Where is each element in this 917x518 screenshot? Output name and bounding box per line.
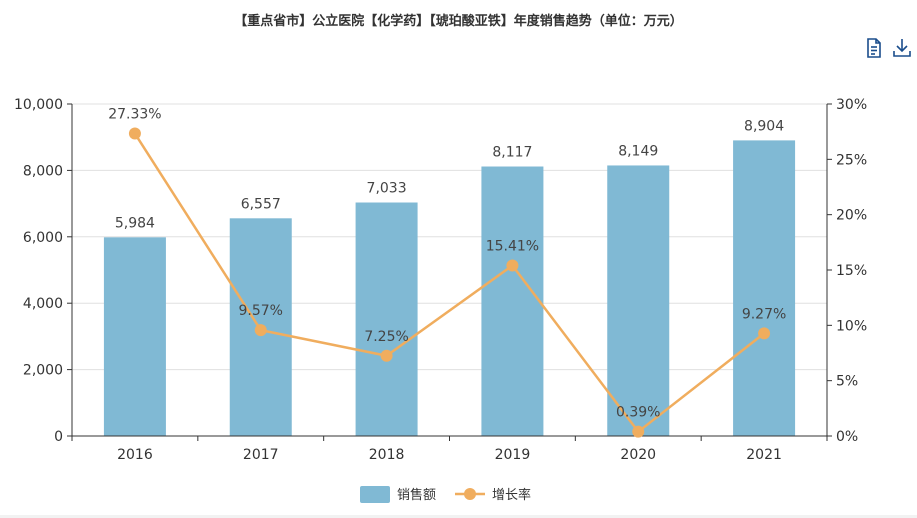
footer-divider bbox=[0, 515, 917, 518]
chart-title: 【重点省市】公立医院【化学药】【琥珀酸亚铁】年度销售趋势（单位：万元） bbox=[234, 14, 683, 29]
y-right-tick-label: 0% bbox=[836, 429, 858, 445]
growth-rate-label: 7.25% bbox=[364, 329, 408, 345]
y-right-tick-label: 5% bbox=[836, 374, 858, 390]
legend-label-line: 增长率 bbox=[492, 487, 531, 503]
growth-rate-label: 9.57% bbox=[239, 303, 283, 319]
growth-rate-line bbox=[133, 132, 765, 433]
x-tick-label: 2016 bbox=[117, 447, 153, 463]
bar bbox=[733, 140, 796, 436]
y-right-tick-label: 10% bbox=[836, 318, 867, 334]
document-icon[interactable] bbox=[862, 36, 886, 60]
legend-swatch-point bbox=[464, 488, 476, 500]
bar-value-label: 7,033 bbox=[367, 181, 407, 197]
bar-value-label: 6,557 bbox=[241, 196, 281, 212]
y-left-tick-label: 4,000 bbox=[23, 296, 63, 312]
growth-rate-point bbox=[506, 259, 519, 272]
legend-swatch-bar bbox=[360, 486, 390, 503]
growth-rate-label: 9.27% bbox=[742, 306, 786, 322]
x-tick-label: 2019 bbox=[495, 447, 531, 463]
x-tick-label: 2018 bbox=[369, 447, 405, 463]
download-icon[interactable] bbox=[890, 36, 914, 60]
y-right-tick-label: 25% bbox=[836, 152, 867, 168]
growth-rate-label: 15.41% bbox=[486, 238, 539, 254]
y-right-tick-label: 15% bbox=[836, 263, 867, 279]
growth-rate-point bbox=[380, 349, 393, 362]
growth-rate-point bbox=[758, 327, 771, 340]
x-tick-label: 2020 bbox=[620, 447, 656, 463]
y-right-tick-label: 30% bbox=[836, 97, 867, 113]
y-left-tick-label: 2,000 bbox=[23, 363, 63, 379]
bar bbox=[607, 165, 670, 437]
bar-value-label: 5,984 bbox=[115, 215, 155, 231]
y-left-tick-label: 8,000 bbox=[23, 163, 63, 179]
growth-rate-label: 27.33% bbox=[108, 107, 161, 123]
growth-rate-point bbox=[632, 425, 645, 438]
growth-rate-point bbox=[254, 324, 267, 337]
bar bbox=[355, 202, 418, 436]
x-tick-label: 2017 bbox=[243, 447, 279, 463]
chart-toolbox bbox=[860, 36, 916, 62]
bar-value-label: 8,149 bbox=[618, 143, 658, 159]
bar-value-label: 8,117 bbox=[492, 145, 532, 161]
y-left-tick-label: 10,000 bbox=[14, 97, 63, 113]
y-right-tick-label: 20% bbox=[836, 208, 867, 224]
growth-rate-point bbox=[128, 127, 141, 140]
bar bbox=[481, 166, 544, 436]
bar-value-label: 8,904 bbox=[744, 118, 784, 134]
bar bbox=[103, 237, 166, 436]
x-tick-label: 2021 bbox=[746, 447, 782, 463]
legend-label-bar: 销售额 bbox=[397, 487, 436, 503]
growth-rate-label: 0.39% bbox=[616, 405, 660, 421]
y-left-tick-label: 0 bbox=[54, 429, 63, 445]
y-left-tick-label: 6,000 bbox=[23, 230, 63, 246]
